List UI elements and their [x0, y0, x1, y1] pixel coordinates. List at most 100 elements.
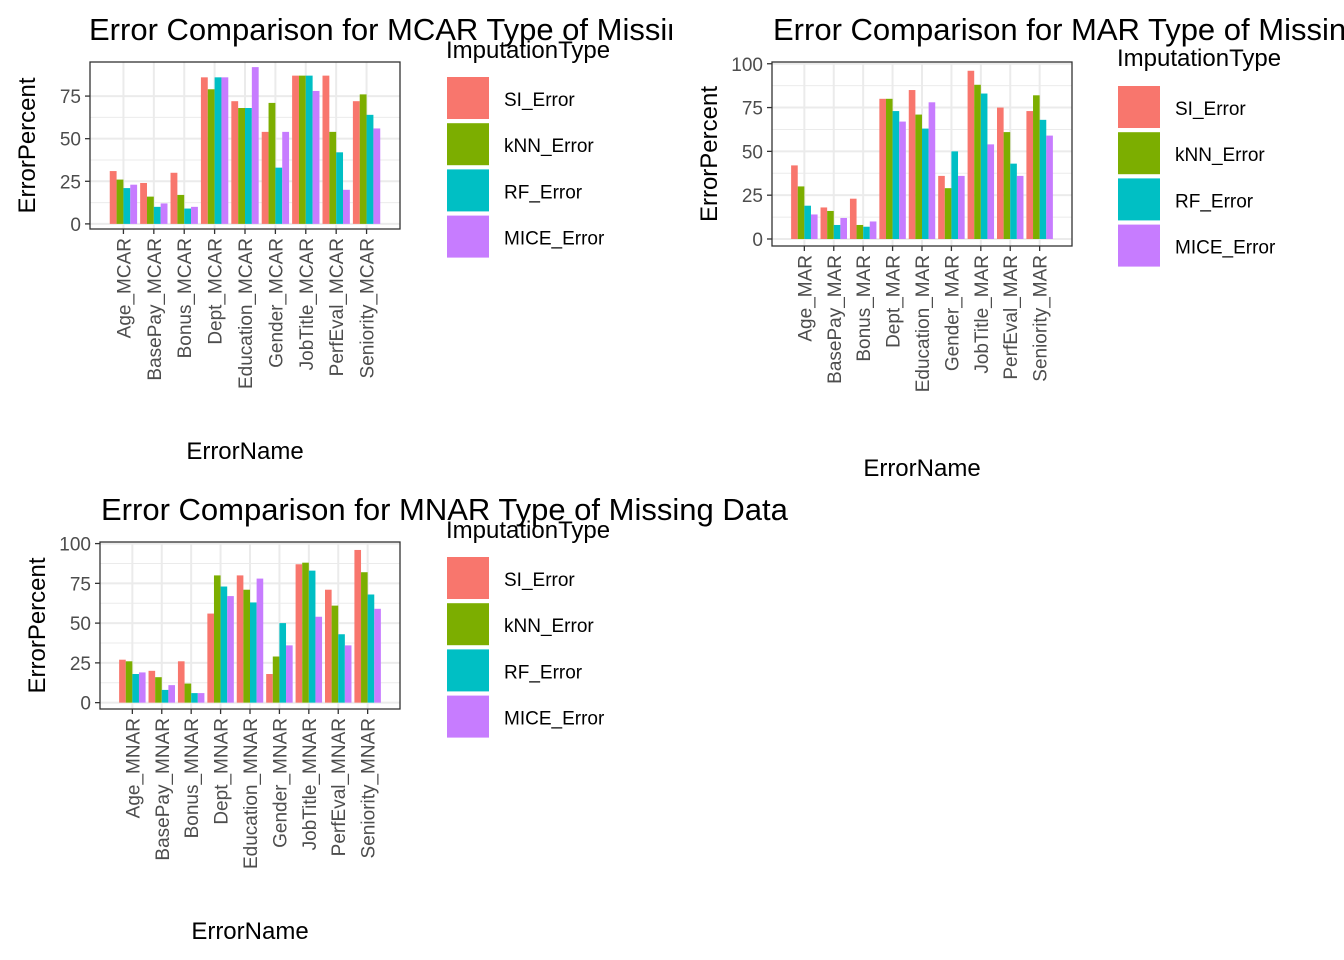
bars	[791, 70, 1053, 239]
y-tick-label: 75	[70, 574, 91, 595]
bar-RF_Error-JobTitle_MNAR	[308, 570, 316, 703]
x-tick-label: PerfEval_MAR	[1001, 255, 1022, 380]
legend-key-kNN_Error	[1118, 132, 1160, 175]
bar-MICE_Error-JobTitle_MCAR	[312, 90, 320, 224]
bar-kNN_Error-PerfEval_MNAR	[331, 605, 339, 703]
bar-MICE_Error-Bonus_MAR	[869, 221, 877, 239]
legend-label: RF_Error	[504, 662, 583, 683]
x-tick-label: Seniority_MAR	[1031, 255, 1052, 382]
bar-MICE_Error-Seniority_MNAR	[374, 608, 381, 703]
x-tick-label: Dept_MCAR	[206, 238, 227, 345]
bar-RF_Error-JobTitle_MCAR	[305, 75, 313, 224]
y-tick-label: 0	[70, 215, 81, 236]
legend-title: ImputationType	[1117, 45, 1281, 72]
bar-RF_Error-Dept_MCAR	[214, 77, 222, 224]
x-tick-label: JobTitle_MAR	[972, 255, 993, 374]
bar-RF_Error-BasePay_MNAR	[161, 689, 169, 703]
bar-SI_Error-Gender_MCAR	[261, 131, 269, 224]
bar-SI_Error-Dept_MCAR	[200, 77, 208, 224]
bar-RF_Error-Seniority_MCAR	[366, 114, 374, 224]
bar-kNN_Error-Gender_MNAR	[272, 656, 280, 703]
bar-SI_Error-BasePay_MNAR	[148, 670, 156, 703]
bar-kNN_Error-Education_MNAR	[243, 589, 250, 703]
chart-panel-2: Error Comparison for MAR Type of Missing…	[696, 12, 1344, 482]
bar-RF_Error-Bonus_MAR	[863, 226, 870, 239]
bar-kNN_Error-Gender_MCAR	[268, 102, 276, 224]
bar-MICE_Error-Gender_MAR	[958, 175, 965, 239]
bar-kNN_Error-BasePay_MAR	[827, 210, 834, 239]
bar-MICE_Error-JobTitle_MAR	[987, 144, 995, 239]
bar-MICE_Error-Bonus_MCAR	[191, 206, 198, 224]
y-tick-label: 100	[731, 55, 763, 76]
bar-SI_Error-PerfEval_MNAR	[325, 589, 332, 703]
x-tick-label: Seniority_MNAR	[359, 718, 380, 858]
bar-MICE_Error-Seniority_MAR	[1046, 135, 1053, 239]
bar-MICE_Error-Dept_MCAR	[221, 77, 229, 224]
bar-RF_Error-Education_MAR	[922, 128, 929, 239]
bar-SI_Error-Age_MNAR	[119, 659, 126, 703]
bar-SI_Error-Education_MNAR	[236, 575, 244, 703]
bar-kNN_Error-Dept_MAR	[885, 98, 893, 239]
legend-label: RF_Error	[1175, 191, 1254, 212]
legend-key-kNN_Error	[447, 603, 489, 646]
bar-RF_Error-Bonus_MCAR	[184, 208, 192, 224]
bar-kNN_Error-Age_MCAR	[116, 179, 124, 224]
bar-SI_Error-Dept_MAR	[879, 98, 886, 239]
legend: ImputationType SI_Error kNN_Error RF_Error M…	[446, 517, 610, 738]
bar-kNN_Error-Education_MCAR	[238, 108, 245, 224]
y-tick-label: 100	[59, 535, 91, 556]
bar-SI_Error-BasePay_MCAR	[140, 182, 147, 224]
chart-panel-1: Error Comparison for MCAR Type of Missin…	[14, 12, 672, 465]
bar-SI_Error-JobTitle_MCAR	[292, 75, 299, 224]
chart-panel-3: Error Comparison for MNAR Type of Missin…	[24, 492, 789, 945]
legend-label: kNN_Error	[504, 136, 594, 157]
bar-MICE_Error-Seniority_MCAR	[373, 128, 381, 224]
bar-MICE_Error-Gender_MCAR	[282, 131, 290, 224]
x-tick-label: Age_MCAR	[114, 238, 135, 338]
bar-MICE_Error-Education_MNAR	[256, 578, 264, 703]
bar-kNN_Error-Seniority_MNAR	[361, 572, 368, 703]
bar-RF_Error-Seniority_MNAR	[367, 594, 375, 703]
bar-MICE_Error-BasePay_MCAR	[160, 203, 168, 224]
bar-RF_Error-PerfEval_MCAR	[336, 152, 344, 224]
bar-kNN_Error-Bonus_MCAR	[177, 194, 185, 224]
y-tick-label: 25	[742, 186, 763, 207]
legend-key-kNN_Error	[447, 123, 489, 166]
bar-SI_Error-Gender_MNAR	[266, 674, 273, 703]
bar-kNN_Error-Age_MNAR	[125, 661, 133, 703]
bar-MICE_Error-Dept_MNAR	[227, 596, 234, 703]
x-tick-label: PerfEval_MNAR	[329, 718, 350, 856]
bar-MICE_Error-BasePay_MAR	[840, 217, 847, 239]
x-tick-label: BasePay_MAR	[825, 255, 846, 384]
legend-key-RF_Error	[1118, 178, 1160, 221]
legend-title: ImputationType	[446, 517, 610, 544]
y-tick-label: 0	[752, 230, 763, 251]
bar-SI_Error-Bonus_MCAR	[170, 172, 178, 224]
bar-RF_Error-Age_MAR	[804, 205, 811, 239]
bar-MICE_Error-Dept_MAR	[899, 121, 906, 239]
x-axis-title: ErrorName	[863, 455, 980, 482]
y-axis-title: ErrorPercent	[24, 557, 51, 693]
bar-RF_Error-Dept_MAR	[892, 111, 900, 239]
bar-MICE_Error-Age_MNAR	[138, 672, 146, 703]
bar-RF_Error-Age_MNAR	[132, 674, 139, 703]
bar-SI_Error-Bonus_MNAR	[177, 661, 185, 703]
bar-SI_Error-Dept_MNAR	[207, 613, 214, 703]
y-tick-label: 0	[80, 694, 91, 715]
x-axis-title: ErrorName	[191, 918, 308, 945]
legend-key-RF_Error	[447, 649, 489, 692]
bar-kNN_Error-JobTitle_MCAR	[298, 75, 306, 224]
x-tick-label: Gender_MCAR	[266, 238, 287, 368]
bar-RF_Error-BasePay_MCAR	[153, 206, 161, 224]
bar-RF_Error-Seniority_MAR	[1039, 119, 1047, 239]
x-tick-label: JobTitle_MCAR	[297, 238, 318, 370]
bar-SI_Error-JobTitle_MAR	[967, 70, 975, 239]
bar-RF_Error-Education_MCAR	[245, 108, 252, 224]
x-tick-label: Age_MNAR	[123, 718, 144, 818]
bar-MICE_Error-Age_MAR	[810, 214, 818, 239]
x-axis-title: ErrorName	[186, 438, 303, 465]
bar-SI_Error-Seniority_MAR	[1026, 111, 1034, 239]
bar-MICE_Error-PerfEval_MNAR	[344, 645, 352, 703]
legend-label: RF_Error	[504, 182, 583, 203]
